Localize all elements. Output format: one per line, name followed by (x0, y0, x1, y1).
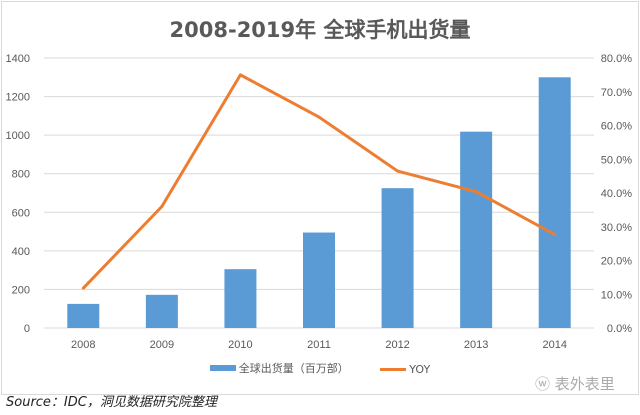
yoy-point (238, 73, 242, 77)
y-left-tick-label: 800 (12, 169, 30, 181)
bar (538, 77, 571, 329)
x-tick-label: 2012 (385, 339, 409, 351)
y-left-tick-label: 1200 (6, 92, 30, 104)
y-right-tick-label: 40.0% (601, 188, 632, 200)
yoy-point (317, 115, 321, 119)
chart-title: 2008-2019年 全球手机出货量 (169, 18, 471, 42)
yoy-point (474, 190, 478, 194)
x-tick-label: 2011 (307, 339, 331, 351)
y-right-tick-label: 30.0% (601, 222, 632, 234)
legend-item-yoy: YOY (380, 363, 430, 376)
y-right-tick-label: 70.0% (601, 87, 632, 99)
y-left-tick-label: 400 (12, 246, 30, 258)
bar (67, 303, 100, 328)
chart-frame (1, 1, 639, 395)
legend-label: YOY (409, 363, 431, 376)
y-right-tick-label: 0.0% (607, 323, 632, 335)
x-tick-label: 2009 (150, 339, 174, 351)
bar (303, 232, 335, 328)
watermark-logo: ⓦ 表外表里 (535, 375, 615, 393)
legend-label: 全球出货量（百万部） (238, 362, 349, 375)
bar (145, 294, 178, 328)
y-right-tick-label: 50.0% (601, 154, 632, 166)
x-tick-label: 2014 (542, 339, 566, 351)
bar (381, 188, 414, 328)
y-left-tick-label: 1400 (6, 53, 30, 65)
yoy-point (81, 286, 85, 290)
y-right-tick-label: 20.0% (601, 256, 632, 268)
y-left-tick-label: 0 (24, 323, 30, 335)
source-note: Source：IDC，洞见数据研究院整理 (6, 395, 217, 410)
y-left-tick-label: 1000 (6, 130, 30, 142)
y-right-tick-label: 80.0% (601, 53, 632, 65)
bar (224, 269, 257, 328)
bar (460, 131, 493, 328)
x-tick-label: 2010 (228, 339, 252, 351)
y-right-tick-label: 60.0% (601, 121, 632, 133)
yoy-point (553, 233, 557, 237)
legend-swatch-line (380, 368, 407, 371)
legend-swatch-bar (209, 365, 236, 371)
legend: 全球出货量（百万部） YOY (0, 360, 640, 376)
y-left-tick-label: 600 (12, 207, 30, 219)
yoy-point (396, 169, 400, 173)
y-left-tick-label: 200 (12, 284, 30, 296)
x-tick-label: 2008 (71, 339, 95, 351)
yoy-point (160, 205, 164, 208)
x-tick-label: 2013 (464, 339, 488, 351)
y-right-tick-label: 10.0% (601, 289, 632, 301)
legend-item-shipments: 全球出货量（百万部） (209, 360, 349, 376)
